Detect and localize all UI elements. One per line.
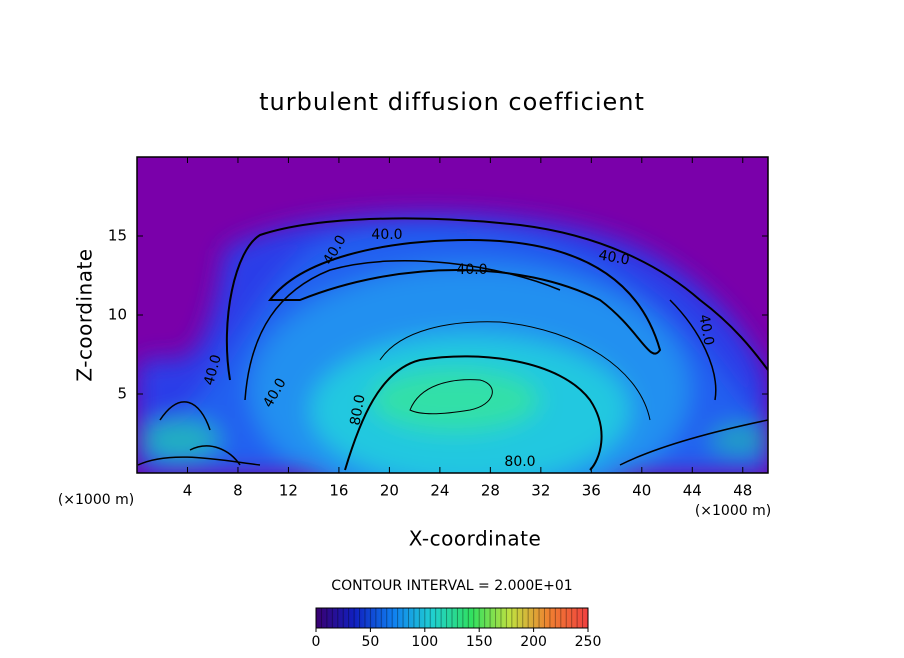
contour-interval: CONTOUR INTERVAL = 2.000E+01 bbox=[331, 578, 572, 594]
contour-label: 40.0 bbox=[695, 313, 716, 346]
contour-label: 40.0 bbox=[371, 227, 402, 243]
x-tick-label: 12 bbox=[279, 482, 298, 500]
contour-label: 80.0 bbox=[347, 393, 368, 426]
x-tick-label: 24 bbox=[430, 482, 449, 500]
x-tick-label: 28 bbox=[481, 482, 500, 500]
y-tick-label: 5 bbox=[117, 385, 127, 403]
y-tick-label: 15 bbox=[108, 227, 127, 245]
x-tick-label: 32 bbox=[531, 482, 550, 500]
x-tick-label: 20 bbox=[380, 482, 399, 500]
colorbar bbox=[315, 607, 589, 629]
y-unit: (×1000 m) bbox=[58, 492, 134, 508]
x-tick-label: 40 bbox=[632, 482, 651, 500]
y-axis-label: Z-coordinate bbox=[73, 248, 97, 381]
colorbar-tick-label: 50 bbox=[361, 634, 379, 650]
x-tick-label: 4 bbox=[183, 482, 193, 500]
field bbox=[137, 157, 768, 473]
x-axis-label: X-coordinate bbox=[409, 527, 542, 551]
colorbar-tick-label: 200 bbox=[520, 634, 547, 650]
x-unit: (×1000 m) bbox=[695, 503, 771, 519]
x-tick-label: 8 bbox=[233, 482, 243, 500]
x-tick-label: 48 bbox=[733, 482, 752, 500]
x-tick-label: 44 bbox=[683, 482, 702, 500]
colorbar-tick-label: 100 bbox=[411, 634, 438, 650]
contour-label: 40.0 bbox=[201, 353, 225, 387]
y-tick-label: 10 bbox=[108, 306, 127, 324]
chart-title: turbulent diffusion coefficient bbox=[259, 88, 645, 116]
x-tick-label: 36 bbox=[582, 482, 601, 500]
field-shading bbox=[137, 213, 768, 473]
x-tick-label: 16 bbox=[329, 482, 348, 500]
contour-label: 80.0 bbox=[504, 454, 535, 470]
colorbar-tick-label: 250 bbox=[575, 634, 602, 650]
contour-label: 40.0 bbox=[456, 262, 487, 278]
contour-lines bbox=[137, 217, 768, 471]
contour-label: 40.0 bbox=[597, 247, 630, 268]
colorbar-tick-label: 150 bbox=[466, 634, 493, 650]
colorbar-tick-label: 0 bbox=[312, 634, 321, 650]
